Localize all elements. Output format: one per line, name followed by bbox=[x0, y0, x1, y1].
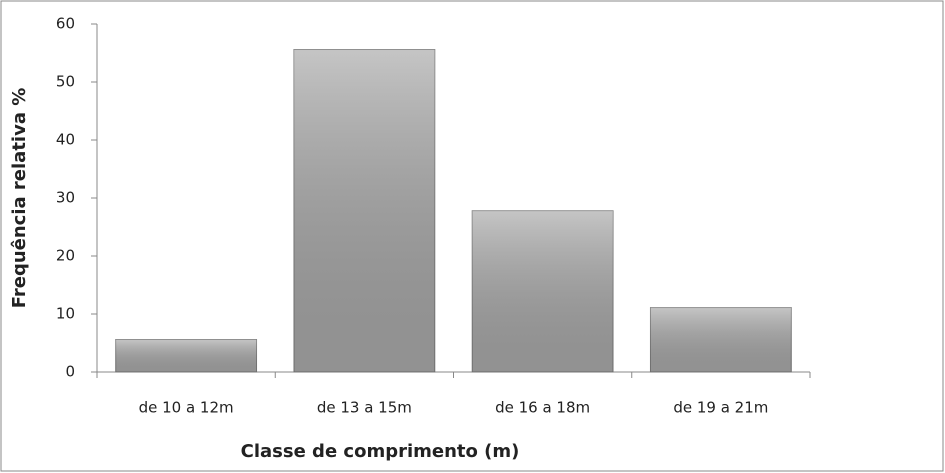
x-tick-label: de 16 a 18m bbox=[495, 399, 590, 417]
x-tick-label: de 10 a 12m bbox=[139, 399, 234, 417]
y-tick-label: 50 bbox=[56, 73, 75, 91]
y-tick-label: 20 bbox=[56, 247, 75, 265]
y-tick-label: 60 bbox=[56, 15, 75, 33]
bar-shade bbox=[650, 307, 792, 372]
y-tick-label: 30 bbox=[56, 189, 75, 207]
x-axis-title: Classe de comprimento (m) bbox=[241, 441, 520, 462]
y-axis-title: Frequência relativa % bbox=[9, 88, 30, 309]
y-tick-label: 10 bbox=[56, 305, 75, 323]
bar-shade bbox=[115, 339, 257, 372]
bar-shade bbox=[293, 49, 435, 373]
x-tick-label: de 19 a 21m bbox=[673, 399, 768, 417]
y-tick-label: 40 bbox=[56, 131, 75, 149]
bar-shade bbox=[472, 210, 614, 372]
x-tick-label: de 13 a 15m bbox=[317, 399, 412, 417]
y-tick-label: 0 bbox=[65, 363, 75, 381]
